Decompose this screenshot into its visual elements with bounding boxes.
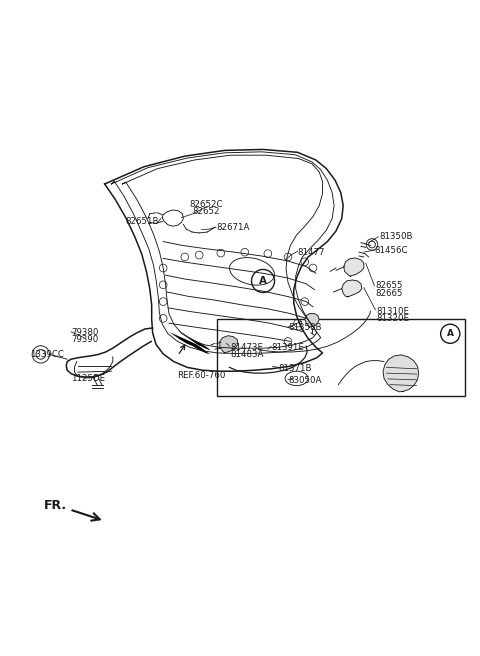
Text: 81371B: 81371B: [278, 364, 312, 373]
Text: FR.: FR.: [44, 499, 67, 512]
Text: 82652: 82652: [192, 207, 220, 216]
Text: 82655: 82655: [375, 281, 403, 290]
Text: 82665: 82665: [375, 289, 403, 298]
Polygon shape: [344, 258, 364, 276]
Polygon shape: [342, 280, 362, 297]
Text: 83050A: 83050A: [288, 377, 322, 385]
Text: 81477: 81477: [298, 248, 325, 256]
Text: 81391E: 81391E: [271, 342, 304, 352]
Text: REF.60-760: REF.60-760: [177, 371, 225, 380]
Text: 81456C: 81456C: [374, 246, 408, 255]
Text: A: A: [259, 276, 267, 286]
Text: 81483A: 81483A: [230, 350, 264, 359]
Polygon shape: [383, 355, 419, 392]
Text: 81320E: 81320E: [377, 314, 410, 323]
Text: 82652C: 82652C: [190, 199, 223, 209]
Text: 82651B: 82651B: [125, 217, 158, 226]
Text: 82671A: 82671A: [216, 222, 250, 232]
Polygon shape: [305, 314, 319, 327]
Text: 81358B: 81358B: [288, 323, 322, 333]
Polygon shape: [169, 327, 210, 354]
Bar: [217, 319, 465, 396]
Text: 1339CC: 1339CC: [30, 350, 64, 359]
Text: A: A: [447, 329, 454, 338]
Text: 1125DE: 1125DE: [71, 374, 105, 383]
Text: 81310E: 81310E: [377, 307, 410, 316]
Text: 79380: 79380: [71, 328, 98, 337]
Polygon shape: [220, 336, 238, 353]
Text: 81350B: 81350B: [379, 232, 413, 241]
Text: 81473E: 81473E: [230, 342, 264, 352]
Text: 79390: 79390: [71, 335, 98, 344]
